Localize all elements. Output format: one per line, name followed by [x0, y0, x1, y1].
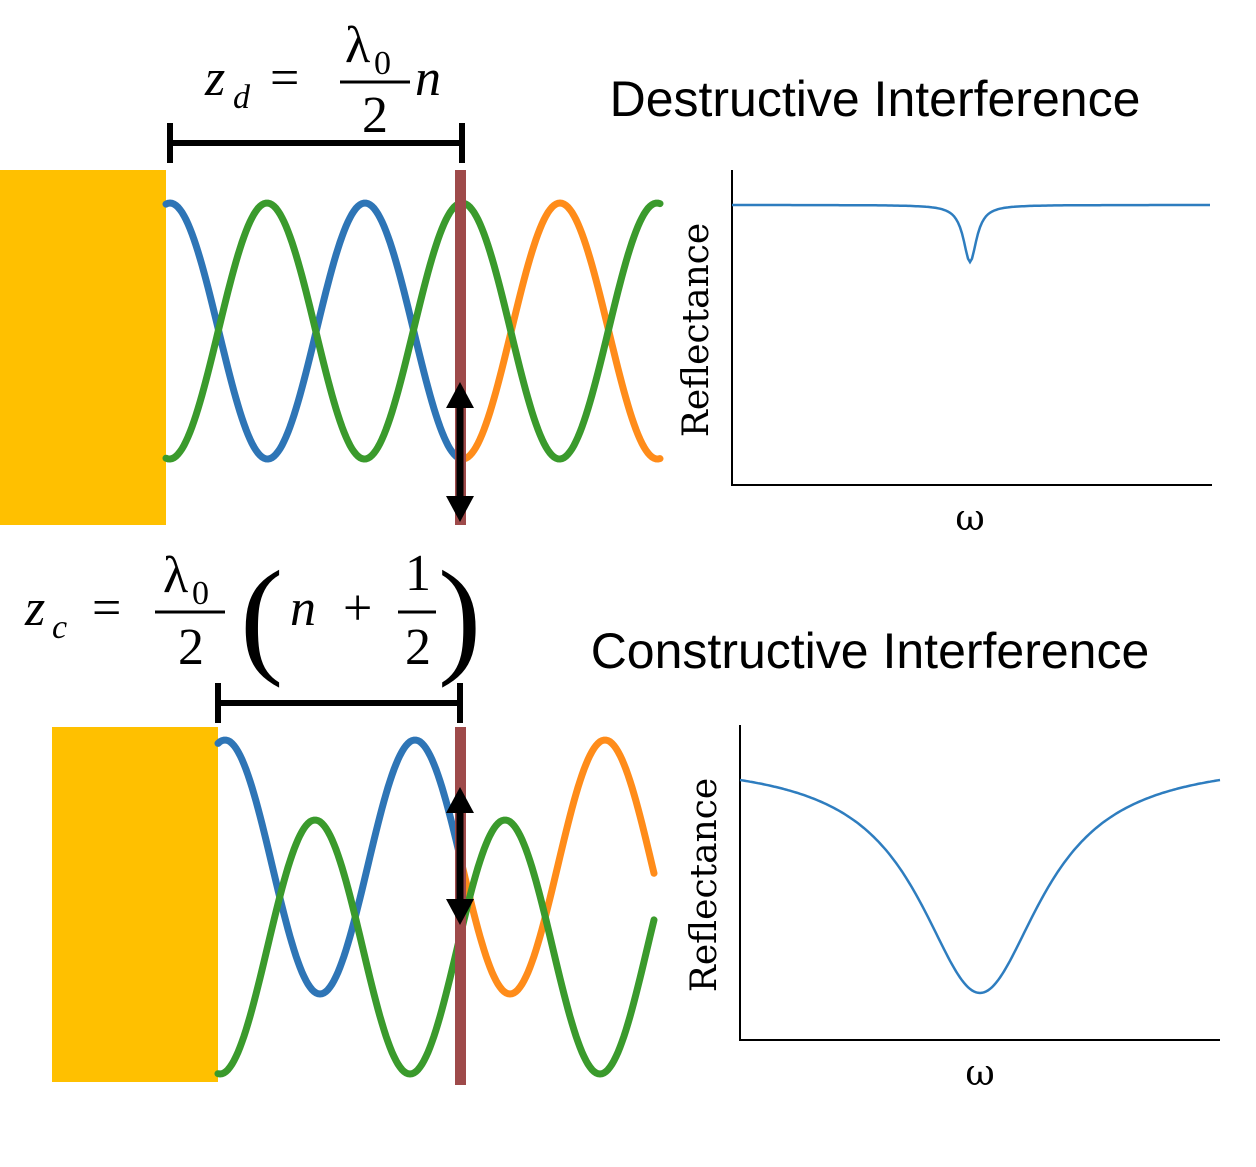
- axes: [739, 725, 1220, 1041]
- eq-paren: (: [240, 545, 283, 689]
- arrow-head: [446, 787, 474, 813]
- axes: [731, 170, 1212, 486]
- curve: [739, 778, 1221, 995]
- eq-operator: =: [270, 50, 299, 107]
- eq-numerator-sub: 0: [192, 575, 209, 612]
- mirror: [52, 727, 218, 1082]
- distance-bar: [167, 123, 465, 163]
- arrow-head: [446, 496, 474, 522]
- eq-numerator: λ: [163, 547, 188, 604]
- mirror-layer: [455, 170, 466, 525]
- wave: [456, 736, 658, 998]
- wave: [162, 199, 464, 463]
- panel-title: Destructive Interference: [610, 71, 1141, 127]
- waves: [162, 199, 664, 463]
- eq-symbol: z: [24, 580, 45, 637]
- arrow-head: [446, 382, 474, 408]
- wave: [456, 199, 664, 463]
- eq-factor: n: [415, 50, 441, 107]
- eq-subscript: d: [233, 79, 251, 116]
- x-label: ω: [965, 1053, 994, 1094]
- wave: [214, 736, 464, 998]
- eq-term: n: [290, 580, 316, 637]
- eq-plus: +: [343, 580, 372, 637]
- eq-paren: ): [438, 545, 481, 689]
- y-label: Reflectance: [684, 778, 725, 992]
- plot: Reflectance ω: [684, 725, 1221, 1094]
- eq-symbol: z: [204, 50, 225, 107]
- waves: [214, 736, 658, 1078]
- eq-denominator: 2: [178, 619, 204, 676]
- mirror: [0, 170, 166, 525]
- double-arrow: [446, 382, 474, 522]
- wave: [214, 816, 658, 1078]
- equation: z d = λ 0 2 n: [204, 17, 441, 144]
- x-label: ω: [955, 498, 984, 539]
- wave: [162, 199, 664, 463]
- arrow-head: [446, 899, 474, 925]
- panel-title: Constructive Interference: [591, 623, 1150, 679]
- equation: z c = λ 0 2 ( n + 1 2 ): [24, 545, 481, 689]
- eq-operator: =: [92, 580, 121, 637]
- eq-numerator-sub: 0: [374, 45, 391, 82]
- curve: [732, 203, 1210, 265]
- plot: Reflectance ω: [676, 170, 1212, 539]
- y-label: Reflectance: [676, 223, 717, 437]
- eq-numerator: λ: [345, 17, 370, 74]
- eq-half-numerator: 1: [405, 545, 431, 602]
- distance-bar: [215, 683, 463, 723]
- eq-denominator: 2: [362, 87, 388, 144]
- eq-subscript: c: [52, 609, 67, 646]
- double-arrow: [446, 787, 474, 925]
- eq-half-denominator: 2: [405, 619, 431, 676]
